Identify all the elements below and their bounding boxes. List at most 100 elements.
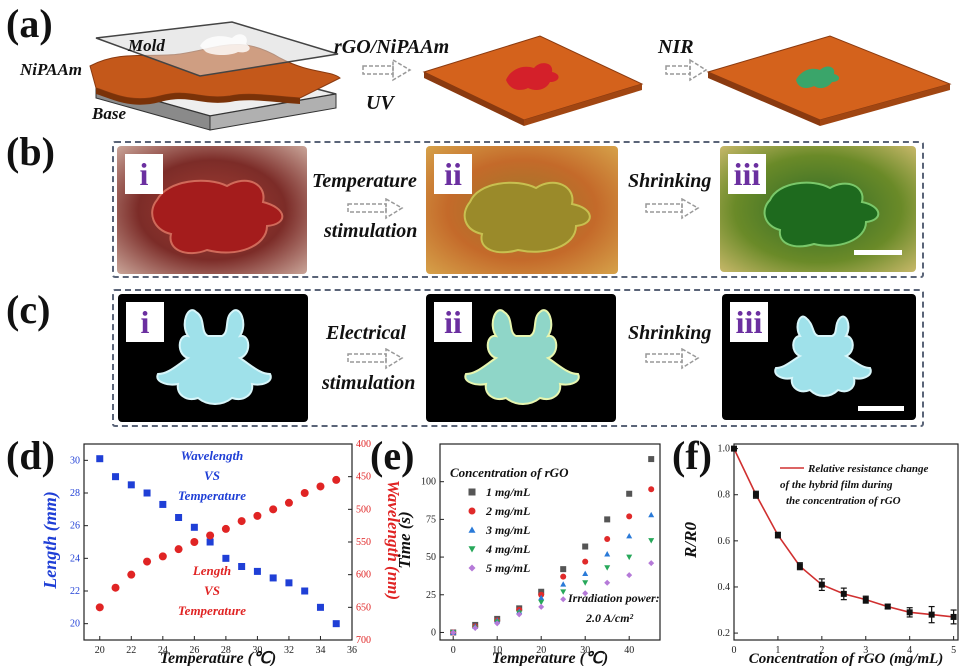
chart-d-point-wavelength bbox=[206, 531, 215, 540]
chart-d-annot-red-1: Length bbox=[192, 563, 231, 578]
chart-d-ylabel: Length (mm) bbox=[40, 491, 61, 590]
chart-d-ytick-label: 22 bbox=[70, 586, 80, 597]
chart-e-point bbox=[626, 554, 633, 561]
step1-label: rGO/NiPAAm bbox=[334, 36, 450, 58]
chart-e: Time (s) Temperature (℃) Concentration o… bbox=[395, 443, 661, 666]
chart-d-point-length bbox=[159, 500, 167, 508]
chart-e-legend-label: 1 mg/mL bbox=[486, 485, 530, 499]
chart-d-point-length bbox=[96, 455, 104, 463]
chart-e-point bbox=[626, 572, 633, 579]
chart-f: R/R0 Concentration of rGO (mg/mL) Relati… bbox=[681, 443, 959, 666]
chart-d-point-length bbox=[112, 473, 120, 481]
chart-f-frame bbox=[733, 443, 959, 641]
chart-e-point bbox=[604, 535, 611, 542]
chart-d-point-wavelength bbox=[316, 482, 325, 491]
chart-e-marks: 0 10 20 30 40 0 25 50 75 100 1 mg/mL 2 mg/mL 3 mg/mL… bbox=[421, 456, 655, 656]
chart-e-point bbox=[582, 590, 589, 597]
c-iii-crab bbox=[774, 315, 872, 397]
chart-d-point-length bbox=[175, 514, 183, 521]
chart-d-point-wavelength bbox=[143, 557, 152, 566]
chart-d-xtick-label: 24 bbox=[158, 645, 168, 656]
chart-d-point-length bbox=[127, 481, 135, 489]
chart-f-ytick-label: 0.8 bbox=[718, 490, 731, 501]
chart-d-y2tick-label: 400 bbox=[356, 439, 371, 450]
chart-f-legend-1: Relative resistance change bbox=[807, 463, 928, 475]
photo-b-i: i bbox=[117, 146, 307, 274]
chart-f-point bbox=[752, 491, 759, 498]
panel-c-frame bbox=[112, 289, 924, 427]
b-arrow1-line2: stimulation bbox=[324, 220, 418, 242]
chart-d-y2tick-label: 550 bbox=[356, 537, 371, 548]
photo-c-i: i bbox=[118, 294, 308, 422]
chart-e-point bbox=[604, 516, 611, 523]
c-iii-label: iii bbox=[730, 302, 768, 342]
chart-f-point bbox=[840, 590, 847, 597]
chart-d-point-wavelength bbox=[221, 524, 230, 533]
chart-e-point bbox=[582, 543, 589, 550]
uv-label: UV bbox=[366, 92, 394, 114]
chart-f-point bbox=[928, 611, 935, 618]
c-ii-crab bbox=[464, 309, 580, 405]
chart-d-point-wavelength bbox=[332, 475, 341, 484]
chart-d-y2label: Wavelength (nm) bbox=[384, 480, 403, 600]
chart-e-xtick-label: 10 bbox=[492, 645, 502, 656]
chart-e-note-1: Irradiation power: bbox=[567, 591, 660, 605]
chart-f-xtick-label: 4 bbox=[907, 645, 912, 656]
chart-e-point bbox=[472, 624, 479, 631]
photo-c-ii: ii bbox=[426, 294, 616, 422]
chart-e-point bbox=[648, 538, 655, 544]
chart-e-legend-marker bbox=[468, 526, 476, 533]
chart-e-note-2: 2.0 A/cm² bbox=[585, 611, 634, 625]
chart-d-ytick-label: 20 bbox=[70, 619, 80, 630]
panel-e-label: (e) bbox=[370, 433, 415, 478]
chart-e-legend-marker bbox=[468, 546, 476, 553]
b-scale-bar bbox=[854, 250, 902, 255]
c-arrow2 bbox=[645, 348, 700, 370]
chart-e-xlabel: Temperature (℃) bbox=[492, 650, 608, 666]
chart-f-point bbox=[774, 532, 781, 539]
chart-f-point bbox=[906, 609, 913, 616]
chart-e-ytick-label: 25 bbox=[426, 590, 436, 601]
chart-f-point bbox=[950, 613, 957, 620]
chart-e-point bbox=[538, 599, 545, 606]
chart-e-point bbox=[560, 566, 567, 573]
nipaam-label: NiPAAm bbox=[20, 60, 83, 79]
b-arrow1 bbox=[347, 198, 404, 220]
chart-e-point bbox=[582, 570, 589, 577]
panel-b-label: (b) bbox=[6, 129, 55, 174]
chart-d-y2tick-label: 500 bbox=[356, 504, 371, 515]
chart-d-xtick-label: 34 bbox=[315, 645, 325, 656]
chart-e-point bbox=[538, 594, 545, 601]
chart-e-frame bbox=[439, 443, 661, 641]
panel-c-label: (c) bbox=[6, 287, 51, 332]
chart-e-point bbox=[648, 456, 655, 463]
chart-d-point-length bbox=[190, 523, 198, 531]
green-animal-shape bbox=[796, 66, 840, 89]
panel-a-label: (a) bbox=[6, 1, 53, 46]
chart-f-ylabel: R/R0 bbox=[681, 522, 700, 559]
chart-d-ytick-label: 24 bbox=[70, 553, 80, 564]
chart-e-point bbox=[604, 579, 611, 586]
chart-f-point bbox=[818, 581, 825, 588]
chart-d-point-length bbox=[253, 567, 261, 575]
chart-e-point bbox=[626, 513, 633, 520]
mold-animal-cutout bbox=[200, 34, 250, 55]
chart-d-point-wavelength bbox=[158, 552, 167, 561]
chart-d-annot-blue-2: VS bbox=[204, 468, 220, 483]
chart-e-legend-title: Concentration of rGO bbox=[450, 465, 569, 480]
chart-e-point bbox=[626, 532, 633, 539]
panel-b-frame bbox=[112, 141, 924, 278]
chart-d-xtick-label: 20 bbox=[95, 645, 105, 656]
photo-b-iii: iii bbox=[720, 146, 916, 272]
chart-f-point bbox=[884, 603, 891, 610]
chart-d-point-length bbox=[332, 620, 340, 628]
chart-f-ytick-label: 0.2 bbox=[718, 628, 731, 639]
chart-d-point-wavelength bbox=[237, 517, 246, 526]
chart-e-ylabel: Time (s) bbox=[395, 511, 414, 568]
c-arrow1 bbox=[347, 348, 404, 370]
chart-d-point-length bbox=[301, 587, 309, 595]
chart-d-point-length bbox=[269, 574, 277, 582]
chart-d-point-length bbox=[206, 538, 214, 546]
chart-d-y2tick-label: 650 bbox=[356, 602, 371, 613]
chart-d-xtick-label: 32 bbox=[284, 645, 294, 656]
